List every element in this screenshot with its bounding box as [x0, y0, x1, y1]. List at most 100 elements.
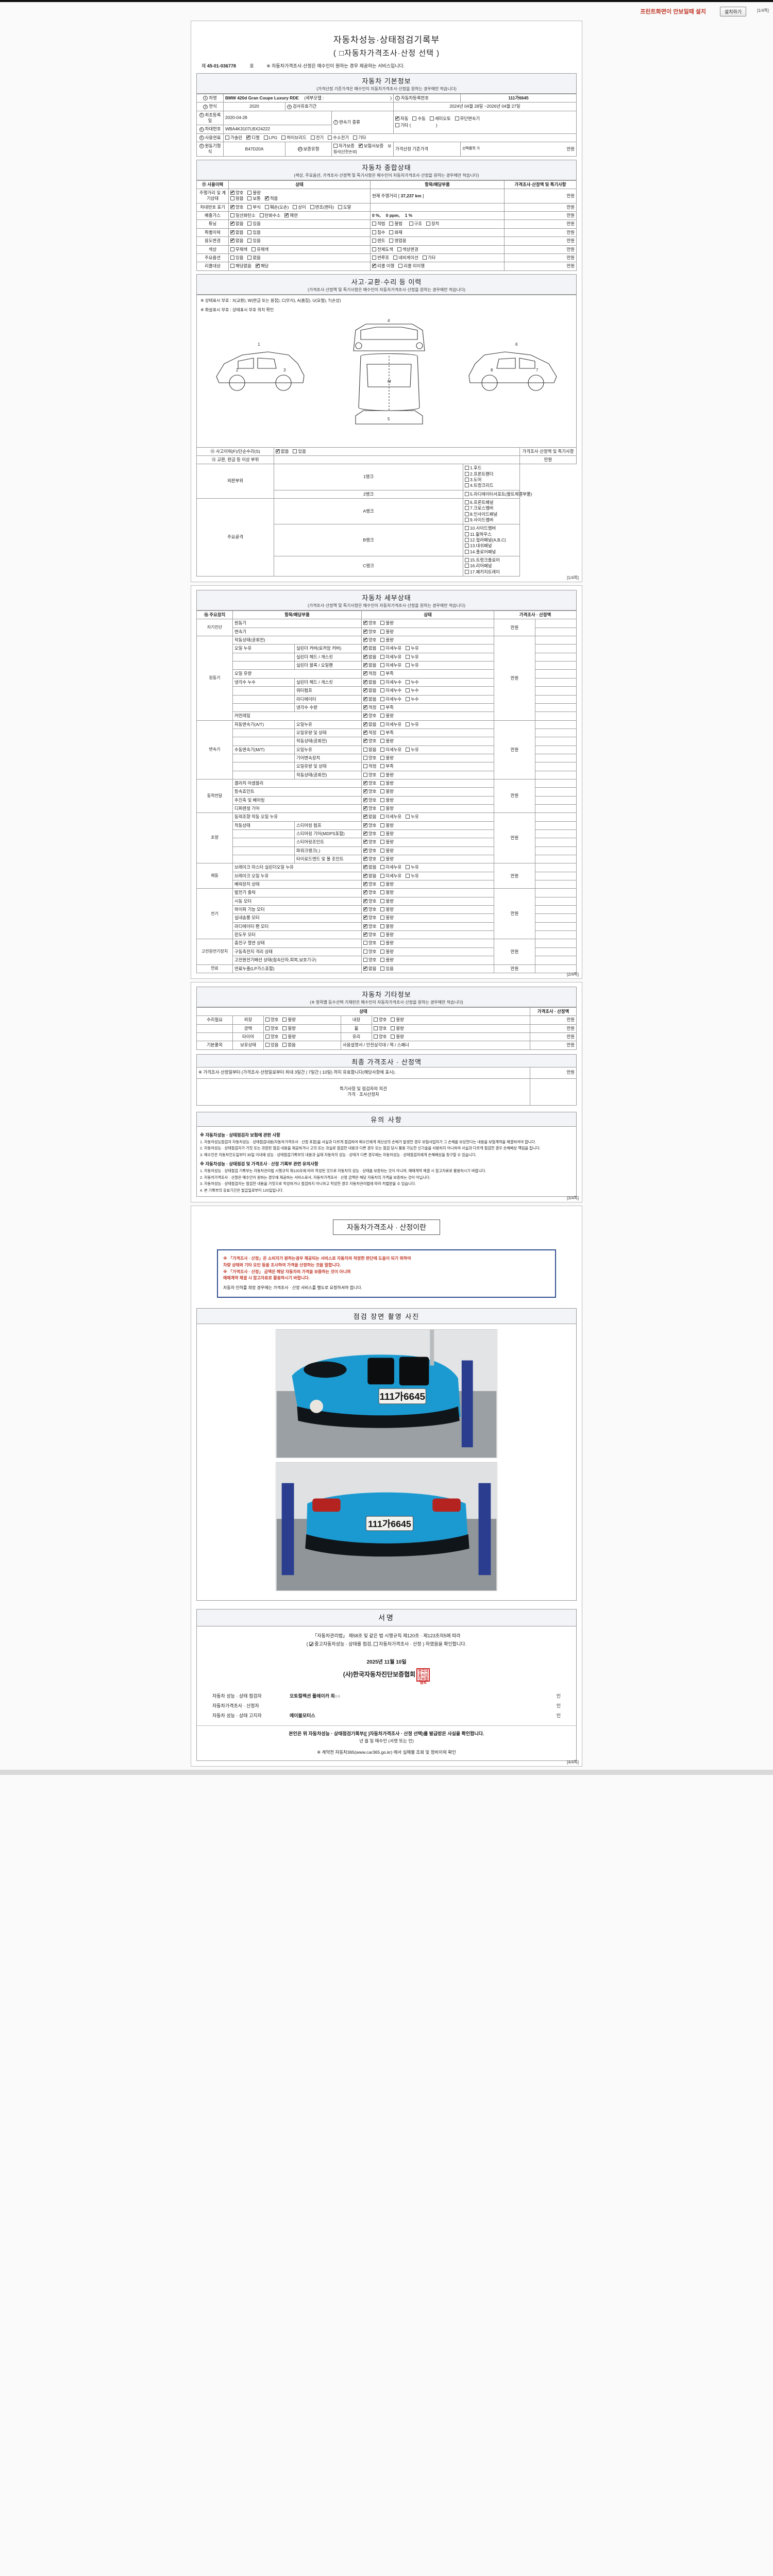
checkbox-detail-6-5[interactable]: [363, 931, 367, 937]
checkbox-detail-1-4[interactable]: [380, 671, 385, 676]
checkbox-outer-0[interactable]: [465, 483, 469, 488]
checkbox-other-1[interactable]: [282, 1026, 287, 1030]
checkbox-detail-1-4[interactable]: [363, 670, 367, 676]
checkbox-other-1[interactable]: [265, 1026, 270, 1030]
checkbox-overall-3[interactable]: [230, 220, 234, 227]
option-detail-4-0[interactable]: 미세누유: [380, 814, 401, 820]
option-overall-sub-3[interactable]: 불법: [389, 221, 402, 227]
option-other2-0[interactable]: 양호: [374, 1017, 386, 1023]
option-other-3[interactable]: 았음: [265, 1042, 278, 1048]
checkbox-overall-1[interactable]: [230, 204, 234, 210]
checkbox-overall-sub-6[interactable]: [372, 247, 377, 251]
checkbox-detail-0-1[interactable]: [363, 628, 367, 634]
checkbox-detail-2-5[interactable]: [380, 764, 385, 769]
option-detail-1-2[interactable]: 누유: [406, 654, 419, 660]
option-detail-6-4[interactable]: 양호: [363, 923, 376, 929]
option-overall-6[interactable]: 유채색: [251, 247, 268, 252]
option-detail-1-9[interactable]: 양호: [363, 712, 376, 719]
checkbox-detail-1-5[interactable]: [363, 679, 367, 685]
option-detail-1-1[interactable]: 없음: [363, 645, 376, 651]
checkbox-overall-sub-4[interactable]: [372, 230, 377, 234]
checkbox-frame-2[interactable]: [465, 564, 469, 568]
option-overall-1[interactable]: 변조(변타): [310, 205, 334, 210]
checkbox-fuel[interactable]: [246, 134, 250, 140]
option-overall-1[interactable]: 상이: [293, 205, 306, 210]
option-other-0[interactable]: 불량: [282, 1017, 296, 1023]
checkbox-detail-2-3[interactable]: [380, 747, 385, 752]
checkbox-detail-6-4[interactable]: [380, 924, 385, 928]
option-frame-2[interactable]: 15.트렁크플로어: [465, 557, 500, 563]
option-detail-2-3[interactable]: 누유: [406, 747, 419, 753]
checkbox-other2-2[interactable]: [391, 1034, 395, 1039]
option-overall-2[interactable]: 탄화수소: [259, 213, 280, 218]
option-detail-7-1[interactable]: 양호: [363, 949, 376, 955]
option-fuel[interactable]: 디젤: [246, 134, 260, 141]
checkbox-overall-2[interactable]: [230, 213, 234, 218]
option-overall-1[interactable]: 도말: [338, 205, 351, 210]
option-warranty[interactable]: 보험사보증: [358, 142, 383, 149]
checkbox-overall-6[interactable]: [251, 247, 256, 251]
checkbox-overall-sub-8[interactable]: [372, 262, 376, 268]
option-detail-4-0[interactable]: 누유: [406, 814, 419, 820]
option-detail-2-6[interactable]: 불량: [380, 772, 394, 778]
option-overall-sub-6[interactable]: 전체도색: [372, 247, 393, 252]
checkbox-detail-2-0[interactable]: [363, 721, 367, 727]
option-outer-1[interactable]: 5.라디에이터서포트(볼트체결부품): [465, 492, 532, 497]
checkbox-overall-0[interactable]: [230, 189, 234, 195]
checkbox-trans-etc[interactable]: [395, 123, 400, 128]
option-detail-3-2[interactable]: 양호: [363, 796, 376, 803]
option-outer-0[interactable]: 3.도어: [465, 477, 481, 483]
option-detail-1-6[interactable]: 없음: [363, 687, 376, 693]
checkbox-detail-8-0[interactable]: [380, 966, 385, 971]
checkbox-detail-1-9[interactable]: [380, 714, 385, 718]
option-detail-5-1[interactable]: 누유: [406, 873, 419, 879]
checkbox-overall-sub2-3[interactable]: [409, 222, 413, 226]
checkbox-overall-sub-7[interactable]: [393, 255, 398, 260]
checkbox-detail-1-7[interactable]: [363, 696, 367, 702]
option-detail-8-0[interactable]: 없음: [363, 965, 376, 972]
option-detail-6-5[interactable]: 불량: [380, 932, 394, 938]
checkbox-detail-8-0[interactable]: [363, 965, 367, 971]
checkbox-other-2[interactable]: [265, 1034, 270, 1039]
option-detail-2-1[interactable]: 적정: [363, 729, 376, 736]
option-detail-1-3[interactable]: 없음: [363, 662, 376, 668]
option-overall-2[interactable]: 일산화탄소: [230, 213, 256, 218]
option-detail-1-7[interactable]: 미세누수: [380, 697, 401, 702]
option-detail-7-1[interactable]: 불량: [380, 949, 394, 955]
option-overall-sub-4[interactable]: 화재: [389, 230, 402, 235]
checkbox-detail-2-4[interactable]: [363, 755, 367, 760]
option-frame-1[interactable]: 11.휠하우스: [465, 532, 492, 537]
option-detail-8-0[interactable]: 있음: [380, 966, 394, 972]
checkbox-overall-5[interactable]: [230, 237, 234, 243]
checkbox-detail-4-0[interactable]: [363, 813, 367, 819]
option-overall-0[interactable]: 양호: [230, 189, 243, 196]
option-overall-6[interactable]: 무채색: [230, 247, 247, 252]
option-detail-1-0[interactable]: 불량: [380, 637, 394, 643]
option-detail-6-1[interactable]: 양호: [363, 897, 376, 904]
option-detail-5-0[interactable]: 누유: [406, 865, 419, 870]
option-outer-0[interactable]: 2.프론트팬더: [465, 471, 494, 477]
option-detail-1-2[interactable]: 미세누유: [380, 654, 401, 660]
checkbox-frame-0[interactable]: [465, 517, 469, 522]
checkbox-outer-0[interactable]: [465, 477, 469, 482]
checkbox-overall-sub-8[interactable]: [398, 264, 403, 268]
checkbox-detail-6-1[interactable]: [363, 897, 367, 904]
option-crash-history[interactable]: 있음: [293, 449, 306, 454]
checkbox-detail-1-6[interactable]: [380, 688, 385, 693]
option-detail-6-3[interactable]: 양호: [363, 914, 376, 921]
option-fuel[interactable]: 수소전기: [328, 135, 349, 141]
checkbox-detail-3-2[interactable]: [380, 798, 385, 802]
option-overall-2[interactable]: 매연: [284, 212, 298, 218]
option-detail-3-2[interactable]: 불량: [380, 798, 394, 803]
checkbox-detail-1-6[interactable]: [363, 687, 367, 693]
option-crash-history[interactable]: 없음: [276, 448, 289, 454]
option-other-1[interactable]: 양호: [265, 1026, 278, 1031]
option-detail-1-3[interactable]: 누유: [406, 663, 419, 668]
checkbox-frame-2[interactable]: [465, 569, 469, 574]
checkbox-detail-2-4[interactable]: [380, 755, 385, 760]
option-detail-3-0[interactable]: 불량: [380, 781, 394, 786]
option-detail-4-0[interactable]: 없음: [363, 813, 376, 820]
option-frame-2[interactable]: 17.패키지트레이: [465, 569, 500, 575]
checkbox-detail-4-0[interactable]: [406, 815, 410, 819]
checkbox-detail-5-0[interactable]: [406, 865, 410, 870]
